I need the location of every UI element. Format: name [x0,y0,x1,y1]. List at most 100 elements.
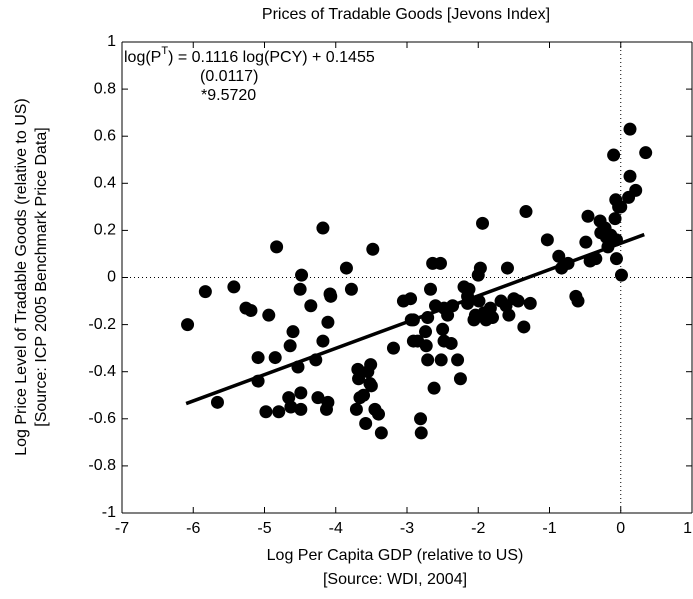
data-point [344,282,358,296]
data-point [268,351,282,365]
y-tick-label: -0.4 [88,363,116,380]
data-point [316,221,330,235]
data-point [623,169,637,183]
data-point [359,417,373,431]
data-point [181,318,195,332]
data-point [283,339,297,353]
fit-line [185,232,645,406]
x-tick-label: -4 [329,520,343,537]
data-point [419,325,433,339]
data-point [581,209,595,223]
data-point [500,261,514,275]
x-tick-label: 1 [683,520,692,537]
data-point [552,249,566,263]
data-point [321,315,335,329]
data-point [608,212,622,226]
data-point [339,261,353,275]
data-point [639,146,653,160]
data-point [270,240,284,254]
data-point [523,296,537,310]
data-point [316,334,330,348]
data-point [451,353,465,367]
data-point [364,379,378,393]
data-point [502,308,516,322]
y-tick-label: 0.2 [94,222,116,239]
equation-sup: T [161,45,168,57]
data-point [259,405,273,419]
data-point [404,292,418,306]
data-point [227,280,241,294]
data-point [374,426,388,440]
data-point [294,402,308,416]
data-point [319,402,333,416]
data-point [476,216,490,230]
data-point [434,353,448,367]
data-point [517,320,531,334]
data-point [295,268,309,282]
data-point [311,391,325,405]
y-tick-label: -1 [102,504,116,521]
data-point [357,388,371,402]
data-point [210,395,224,409]
data-point [607,148,621,162]
data-point [419,339,433,353]
data-point [571,294,585,308]
data-point [614,200,628,214]
data-point [427,381,441,395]
data-point [629,183,643,197]
x-axis-source: [Source: WDI, 2004] [323,571,467,588]
data-point [433,256,447,270]
equation: log(PT) = 0.1116 log(PCY) + 0.1455 [124,45,375,66]
t-stat: *9.5720 [201,87,256,104]
data-point [511,294,525,308]
data-point [251,351,265,365]
data-point [540,233,554,247]
data-point [609,252,623,266]
chart-title: Prices of Tradable Goods [Jevons Index] [262,6,550,23]
data-point [304,299,318,313]
data-point [453,372,467,386]
y-tick-label: 0 [107,269,116,286]
y-tick-label: -0.8 [88,457,116,474]
data-point [272,405,286,419]
data-point [414,412,428,426]
x-tick-label: -1 [542,520,556,537]
std-error: (0.0117) [200,68,258,85]
data-point [198,285,212,299]
equation-lhs: log(P [124,49,161,66]
data-point [424,282,438,296]
data-point [623,122,637,136]
data-point [462,282,476,296]
data-point [444,336,458,350]
data-point [366,242,380,256]
data-point [324,289,338,303]
data-point [349,402,363,416]
data-point [244,303,258,317]
data-point [294,386,308,400]
data-point [262,308,276,322]
x-tick-label: 0 [616,520,625,537]
y-axis-source: [Source: ICP 2005 Benchmark Price Data] [33,127,50,426]
data-point [386,341,400,355]
data-point [519,205,533,219]
data-point [351,362,365,376]
data-point [286,325,300,339]
data-point [414,426,428,440]
data-point [614,268,628,282]
data-point [473,261,487,275]
data-point [293,282,307,296]
data-point [436,322,450,336]
data-point [421,353,435,367]
data-point [352,372,366,386]
x-tick-label: -5 [257,520,271,537]
data-point [364,358,378,372]
y-tick-label: 0.8 [94,80,116,97]
data-point [372,407,385,421]
y-tick-label: 0.6 [94,127,116,144]
y-tick-label: -0.6 [88,410,116,427]
data-point [486,311,499,325]
y-axis-label: Log Price Level of Tradable Goods (relat… [13,98,30,456]
data-point [284,400,298,414]
